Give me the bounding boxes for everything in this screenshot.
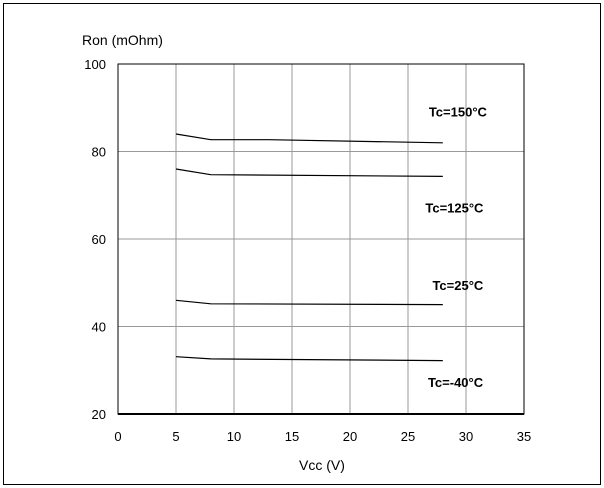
x-tick-label: 15: [285, 429, 299, 444]
x-axis-title: Vcc (V): [299, 457, 345, 473]
series-label-3: Tc=-40°C: [428, 375, 484, 390]
y-tick-label: 20: [92, 407, 106, 422]
series-labels: Tc=150°C Tc=125°C Tc=25°C Tc=-40°C: [425, 104, 487, 390]
y-axis-title: Ron (mOhm): [82, 32, 163, 48]
series-label-1: Tc=125°C: [425, 201, 484, 216]
outer-frame: [3, 3, 601, 485]
series-line-2: [175, 299, 443, 306]
x-tick-label: 20: [343, 429, 357, 444]
series-line-0: [175, 133, 443, 144]
x-tick-label: 30: [459, 429, 473, 444]
x-tick-label: 5: [172, 429, 179, 444]
series-label-0: Tc=150°C: [429, 104, 488, 119]
series-label-2: Tc=25°C: [432, 278, 483, 293]
x-tick-label: 25: [401, 429, 415, 444]
y-tick-label: 80: [92, 145, 106, 160]
axes: [117, 63, 525, 415]
x-tick-label: 35: [517, 429, 531, 444]
y-tick-label: 100: [84, 57, 106, 72]
series-line-1: [175, 168, 443, 177]
tick-labels: 0 5 10 15 20 25 30 35 20 40 60 80 100: [84, 57, 531, 444]
series-lines: [175, 133, 443, 362]
x-tick-label: 0: [114, 429, 121, 444]
grid: [118, 63, 525, 414]
y-tick-label: 60: [92, 232, 106, 247]
y-tick-label: 40: [92, 320, 106, 335]
series-line-3: [175, 356, 443, 362]
x-tick-label: 10: [227, 429, 241, 444]
